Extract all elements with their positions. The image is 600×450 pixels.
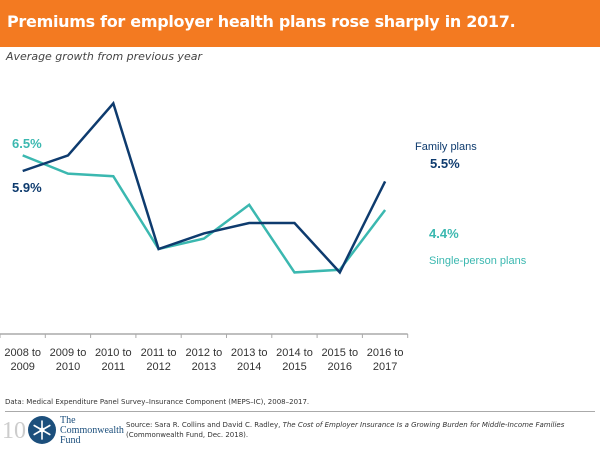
data-note: Data: Medical Expenditure Panel Survey–I… xyxy=(5,398,310,406)
x-tick-label: 2010 to xyxy=(95,347,132,359)
source-title: The Cost of Employer Insurance Is a Grow… xyxy=(282,421,565,429)
divider xyxy=(5,411,595,412)
title-bar: Premiums for employer health plans rose … xyxy=(0,0,600,47)
x-tick-label: 2009 xyxy=(10,361,34,373)
x-tick-label: 2013 xyxy=(192,361,216,373)
x-tick-label: 2009 to xyxy=(50,347,87,359)
series-line xyxy=(22,100,387,275)
logo-line: The xyxy=(60,415,76,426)
source-suffix: (Commonwealth Fund, Dec. 2018). xyxy=(126,431,249,439)
line-chart: 2008 to 2009 2009 to 2010 2010 to 2011 2011 to… xyxy=(0,100,527,373)
x-tick-label: 2012 xyxy=(146,361,170,373)
x-tick-label: 2008 to xyxy=(4,347,41,359)
logo-line: Fund xyxy=(60,435,81,446)
series-line xyxy=(22,154,387,274)
x-tick-label: 2014 to xyxy=(276,347,313,359)
x-tick-label: 2012 to xyxy=(186,347,223,359)
x-tick-label: 2015 to xyxy=(321,347,358,359)
single-legend-label: Single-person plans xyxy=(429,255,527,267)
x-tick-label: 2010 xyxy=(56,361,80,373)
family-start-label: 5.9% xyxy=(12,180,42,195)
x-tick-label: 2016 to xyxy=(367,347,404,359)
family-legend-label: Family plans xyxy=(415,141,477,153)
single-start-label: 6.5% xyxy=(12,136,42,151)
anniversary-logo: 10 xyxy=(2,418,26,444)
family-end-label: 5.5% xyxy=(430,156,460,171)
logo-line: Commonwealth xyxy=(60,425,124,436)
x-tick-label: 2011 to xyxy=(141,347,177,359)
commonwealth-fund-logo: The Commonwealth Fund xyxy=(60,416,124,446)
x-tick-label: 2011 xyxy=(101,361,125,373)
x-tick-label: 2017 xyxy=(373,361,397,373)
single-end-label: 4.4% xyxy=(429,226,459,241)
snowflake-logo-icon xyxy=(28,416,56,444)
source-citation: Source: Sara R. Collins and David C. Rad… xyxy=(126,420,596,440)
x-tick-label: 2015 xyxy=(282,361,306,373)
x-tick-label: 2013 to xyxy=(231,347,268,359)
x-tick-label: 2014 xyxy=(237,361,261,373)
chart-subtitle: Average growth from previous year xyxy=(6,50,202,63)
x-tick-label: 2016 xyxy=(328,361,352,373)
chart-title: Premiums for employer health plans rose … xyxy=(7,12,516,31)
source-prefix: Source: Sara R. Collins and David C. Rad… xyxy=(126,421,283,429)
